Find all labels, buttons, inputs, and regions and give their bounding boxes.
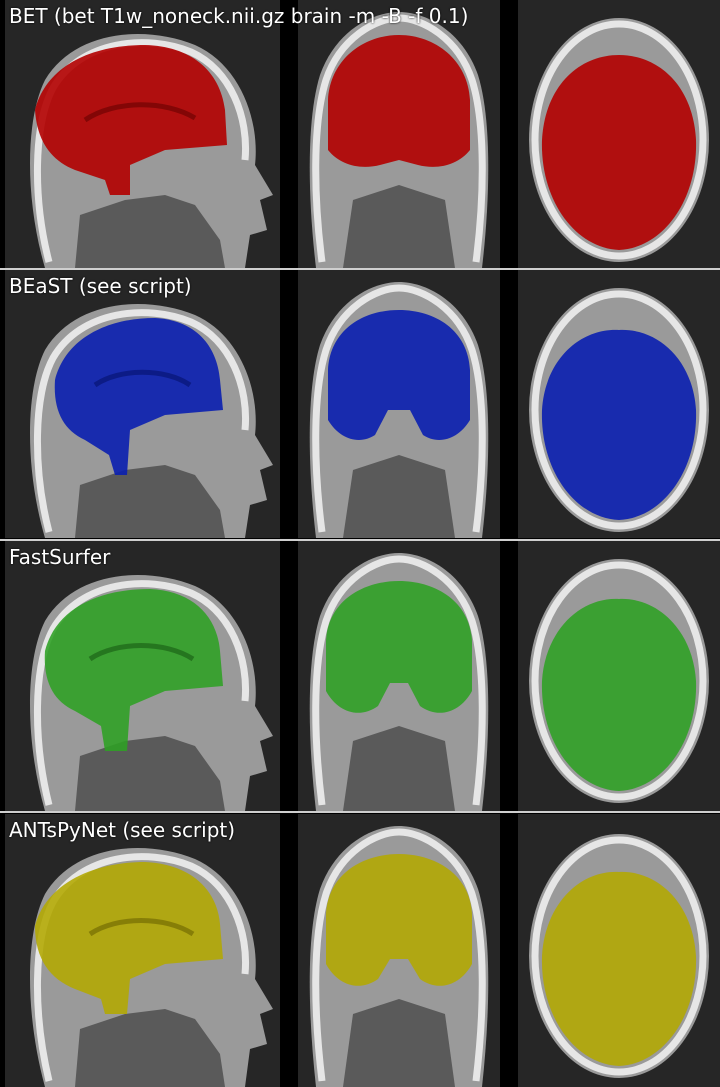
method-row-bet: BET (bet T1w_noneck.nii.gz brain -m -B -…: [0, 0, 720, 268]
coronal-view: [298, 541, 500, 811]
method-row-antspynet: ANTsPyNet (see script): [0, 814, 720, 1087]
brain-mask: [44, 589, 223, 751]
method-label: ANTsPyNet (see script): [9, 818, 236, 842]
coronal-slice-image: [309, 12, 489, 268]
coronal-slice-image: [309, 553, 489, 811]
brain-mask: [541, 871, 697, 1066]
sagittal-view: [5, 814, 280, 1087]
axial-slice-image: [529, 559, 709, 803]
coronal-slice-image: [309, 826, 489, 1087]
coronal-view: [298, 0, 500, 268]
axial-view: [518, 0, 720, 268]
axial-slice-image: [529, 288, 709, 532]
brain-mask: [541, 329, 697, 520]
row-divider: [0, 539, 720, 541]
brain-mask: [35, 45, 227, 195]
method-label: BEaST (see script): [9, 274, 192, 298]
brain-mask: [328, 35, 470, 167]
axial-view: [518, 814, 720, 1087]
sagittal-slice-image: [30, 34, 273, 268]
brain-mask: [328, 310, 470, 440]
sagittal-slice-image: [30, 304, 273, 538]
brain-mask: [35, 862, 223, 1014]
axial-view: [518, 270, 720, 538]
sagittal-view: [5, 541, 280, 811]
axial-slice-image: [529, 834, 709, 1078]
coronal-view: [298, 270, 500, 538]
brain-mask: [326, 581, 472, 713]
method-row-beast: BEaST (see script): [0, 270, 720, 538]
sagittal-view: [5, 0, 280, 268]
axial-view: [518, 541, 720, 811]
method-label: FastSurfer: [9, 545, 111, 569]
brain-mask: [541, 598, 697, 791]
brain-mask: [54, 318, 223, 475]
row-divider: [0, 811, 720, 813]
brain-mask: [326, 854, 472, 986]
method-row-fastsurfer: FastSurfer: [0, 541, 720, 811]
sagittal-slice-image: [30, 848, 273, 1087]
method-label: BET (bet T1w_noneck.nii.gz brain -m -B -…: [9, 4, 469, 28]
coronal-view: [298, 814, 500, 1087]
sagittal-slice-image: [30, 575, 273, 811]
row-divider: [0, 268, 720, 270]
brain-mask: [541, 55, 697, 250]
sagittal-view: [5, 270, 280, 538]
coronal-slice-image: [309, 282, 489, 538]
axial-slice-image: [529, 18, 709, 262]
